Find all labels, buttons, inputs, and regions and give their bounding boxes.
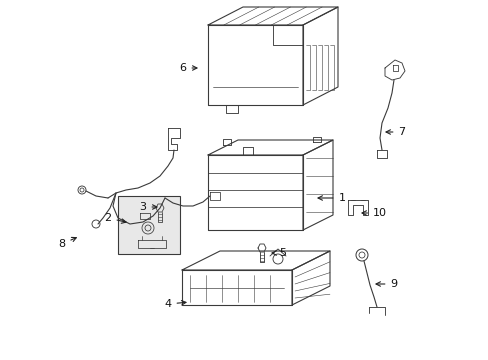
Text: 1: 1: [317, 193, 345, 203]
Text: 9: 9: [375, 279, 397, 289]
Text: 10: 10: [361, 208, 386, 218]
Text: 3: 3: [139, 202, 157, 212]
Text: 7: 7: [385, 127, 405, 137]
Text: 2: 2: [104, 213, 126, 223]
Text: 6: 6: [179, 63, 197, 73]
Text: 4: 4: [164, 299, 185, 309]
Bar: [118, 196, 180, 254]
Text: 8: 8: [59, 237, 76, 249]
Text: 5: 5: [271, 248, 286, 258]
